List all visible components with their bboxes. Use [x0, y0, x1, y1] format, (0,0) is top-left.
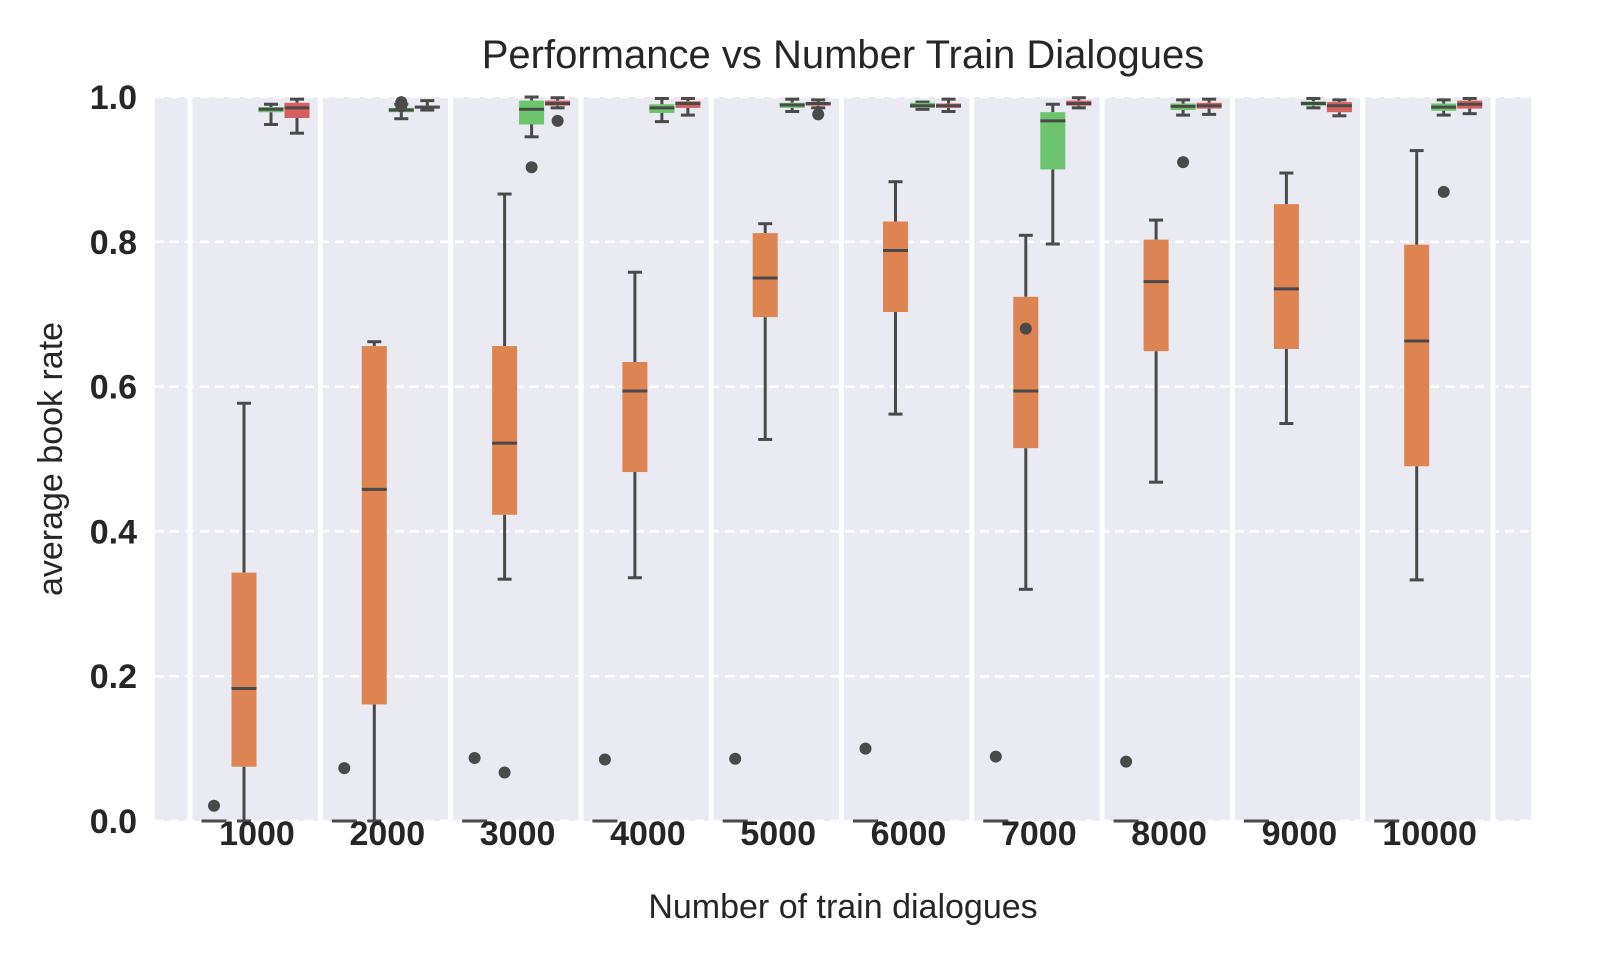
y-tick-labels: 0.0 0.2 0.4 0.6 0.8 1.0 [90, 79, 137, 841]
x-tick-label: 1000 [219, 815, 295, 853]
box-iqr [622, 361, 648, 473]
outlier-point [208, 799, 220, 812]
x-tick-label: 2000 [349, 815, 425, 853]
box-group [361, 340, 387, 823]
box-group [1013, 233, 1039, 591]
x-tick-label: 8000 [1131, 815, 1207, 853]
box-group [1170, 98, 1196, 169]
box-group [1066, 96, 1092, 110]
x-tick-label: 10000 [1382, 815, 1477, 853]
box-group [722, 752, 748, 823]
y-tick-label: 1.0 [90, 79, 137, 117]
outlier-point [525, 161, 538, 174]
box-group [675, 96, 701, 117]
outlier-point [1437, 185, 1450, 198]
box-group [519, 95, 545, 174]
y-tick-label: 0.4 [90, 513, 137, 551]
outlier-point [551, 114, 564, 127]
box-iqr [361, 346, 387, 705]
box-series [201, 95, 1483, 823]
box-group [258, 102, 284, 127]
box-group [1273, 171, 1299, 426]
y-tick-label: 0.0 [90, 803, 137, 841]
x-axis-label: Number of train dialogues [648, 888, 1037, 926]
box-group [1243, 819, 1269, 823]
box-group [201, 799, 227, 823]
box-iqr [231, 572, 257, 767]
box-group [752, 222, 778, 441]
x-tick-label: 5000 [740, 815, 816, 853]
box-group [231, 401, 257, 823]
box-iqr [1013, 296, 1039, 449]
box-group [1326, 98, 1352, 118]
box-group [1404, 149, 1430, 582]
x-tick-label: 4000 [610, 815, 686, 853]
box-group [592, 753, 618, 823]
y-axis-label: average book rate [32, 322, 70, 596]
y-tick-label: 0.2 [90, 658, 137, 696]
x-tick-label: 3000 [480, 815, 556, 853]
box-group [1374, 819, 1400, 823]
outlier-point [598, 753, 611, 766]
x-tick-label: 9000 [1262, 815, 1338, 853]
box-iqr [284, 102, 310, 118]
box-iqr [1404, 244, 1430, 467]
outlier-point [1120, 755, 1133, 768]
box-iqr [1143, 239, 1169, 352]
box-iqr [519, 100, 545, 125]
box-group [853, 742, 878, 823]
outlier-point [1019, 322, 1032, 335]
outlier-point [989, 750, 1002, 763]
box-group [462, 752, 488, 823]
box-group [545, 96, 571, 127]
outlier-point [395, 100, 408, 113]
chart-title: Performance vs Number Train Dialogues [482, 33, 1205, 77]
box-group [805, 98, 831, 121]
y-tick-label: 0.8 [90, 224, 137, 262]
box-group [1457, 96, 1483, 116]
box-group [1143, 218, 1169, 484]
box-group [388, 96, 414, 121]
box-iqr [883, 221, 908, 313]
x-tick-labels: 1000 2000 3000 4000 5000 6000 7000 8000 9000 1000… [219, 815, 1477, 853]
box-group [492, 192, 518, 779]
box-group [1431, 98, 1457, 198]
box-group [779, 97, 805, 113]
x-tick-label: 6000 [871, 815, 947, 853]
box-group [910, 100, 935, 111]
outlier-point [812, 108, 825, 121]
box-group [1196, 97, 1222, 116]
box-group [1300, 96, 1326, 110]
box-iqr [1273, 204, 1299, 349]
box-group [649, 96, 675, 124]
box-group [414, 99, 440, 112]
outlier-point [859, 742, 872, 755]
box-group [936, 97, 961, 113]
box-group [1113, 755, 1139, 823]
box-group [983, 750, 1009, 823]
outlier-point [729, 752, 742, 765]
box-group [284, 97, 310, 135]
outlier-point [468, 752, 481, 765]
box-iqr [752, 233, 778, 318]
box-group [883, 180, 908, 416]
x-tick-label: 7000 [1001, 815, 1077, 853]
y-tick-label: 0.6 [90, 369, 137, 407]
box-group [331, 762, 357, 823]
outlier-point [498, 766, 511, 779]
box-group [1040, 102, 1066, 246]
outlier-point [1177, 156, 1190, 169]
box-iqr [492, 346, 518, 515]
outlier-point [338, 762, 351, 775]
group-separators [187, 97, 1496, 821]
box-group [622, 270, 648, 580]
